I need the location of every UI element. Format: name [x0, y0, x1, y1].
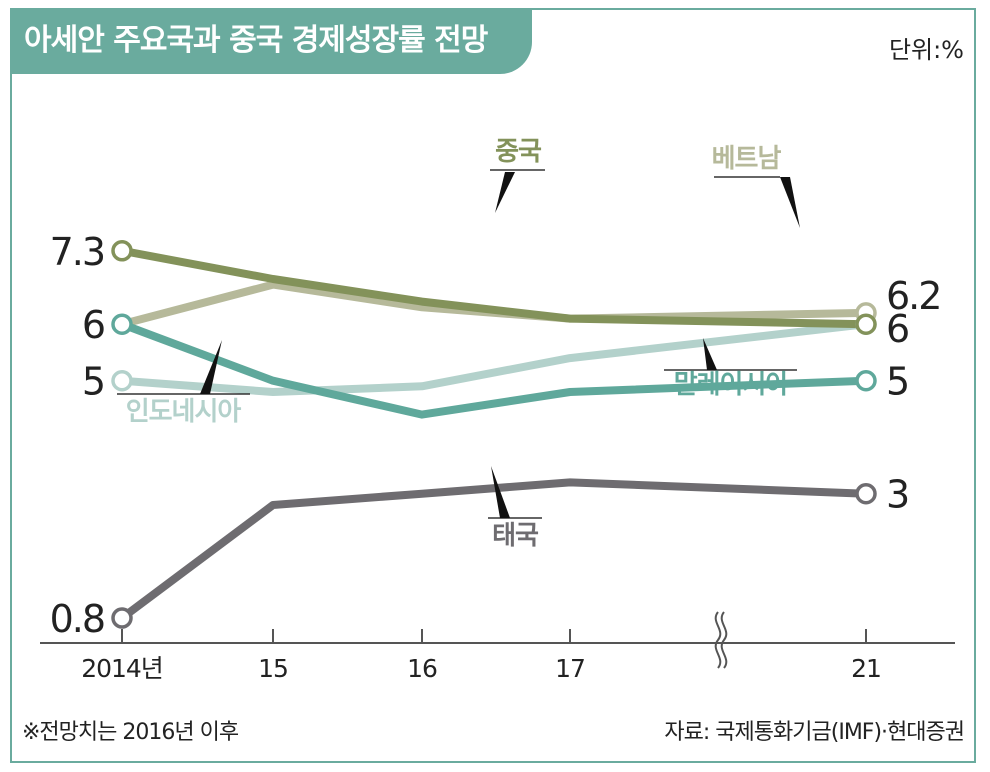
end-markers — [111, 240, 877, 629]
start-marker — [111, 607, 133, 629]
value-label-start: 5 — [82, 360, 104, 404]
callout-pointer — [491, 466, 510, 518]
series-line — [121, 320, 867, 396]
end-marker — [855, 369, 877, 392]
axis-break-mark — [720, 611, 728, 669]
x-tick-labels: 2014년 15 16 17 21 — [81, 654, 882, 683]
end-marker — [855, 482, 877, 505]
end-marker — [855, 313, 877, 335]
series-label: 말레이시아 — [674, 370, 790, 400]
series-label: 중국 — [495, 137, 542, 167]
x-tick-label: 2014년 — [81, 654, 163, 683]
value-label-start: 6 — [82, 303, 104, 347]
value-label-end: 5 — [886, 360, 908, 404]
value-label-end: 3 — [886, 473, 908, 517]
callout-pointer — [703, 338, 717, 370]
value-label-end: 6.2 — [886, 274, 940, 318]
callout-pointer — [780, 177, 800, 228]
series-label: 인도네시아 — [126, 397, 242, 427]
x-tick-label: 17 — [555, 654, 585, 683]
unit-label: 단위:% — [888, 36, 964, 64]
x-axis — [40, 611, 955, 669]
series-label: 베트남 — [712, 144, 782, 174]
chart-title: 아세안 주요국과 중국 경제성장률 전망 — [10, 8, 532, 74]
series-label: 태국 — [492, 521, 539, 551]
footnote: ※전망치는 2016년 이후 — [22, 720, 239, 745]
start-marker — [111, 369, 133, 392]
callout-pointer — [200, 340, 222, 394]
x-tick-label: 15 — [258, 654, 288, 683]
series-lines — [119, 246, 867, 622]
callout-pointer — [495, 172, 515, 213]
series-line — [121, 246, 867, 329]
value-label-start: 7.3 — [50, 230, 104, 274]
value-label-start: 0.8 — [50, 597, 104, 641]
source-credit: 자료: 국제통화기금(IMF)·현대증권 — [664, 720, 965, 745]
start-marker — [111, 240, 133, 262]
x-tick-label: 16 — [407, 654, 437, 683]
series-line — [120, 320, 867, 419]
value-label-end: 6 — [886, 307, 908, 351]
series-line — [119, 478, 867, 622]
axis-break-mark — [714, 611, 722, 669]
x-tick-label: 21 — [851, 654, 881, 683]
start-marker — [111, 313, 133, 335]
